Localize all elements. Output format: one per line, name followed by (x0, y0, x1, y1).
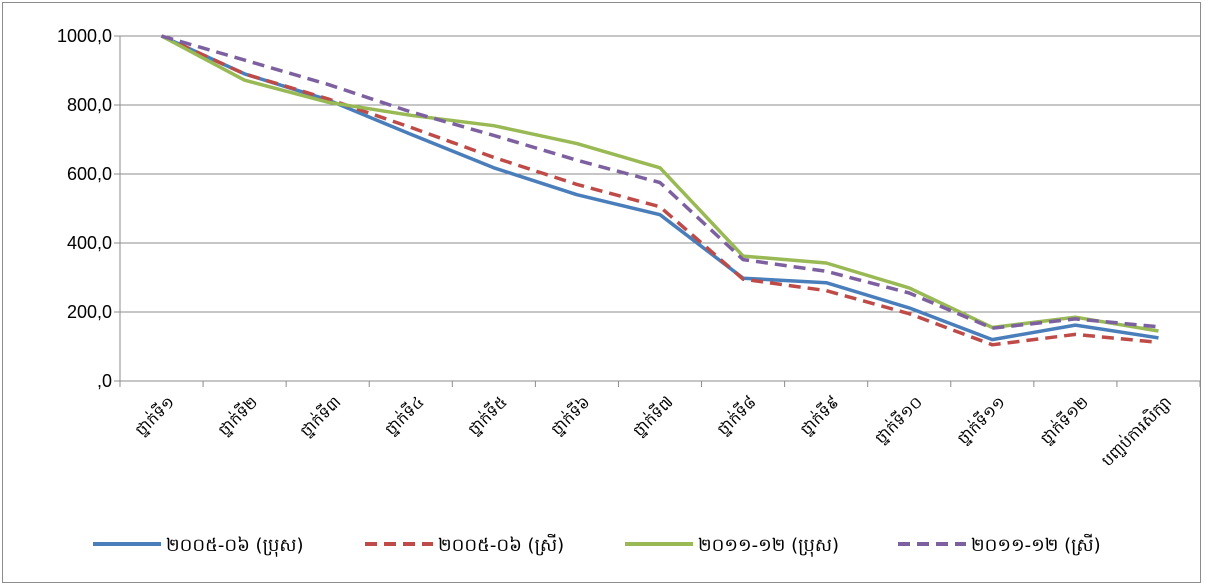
x-tick-label: ថ្នាក់ទី១ (131, 392, 179, 440)
x-tick-label: ថ្នាក់ទី៣ (296, 392, 345, 441)
legend: ២០០៥-០៦ (ប្រុស) ២០០៥-០៦ (ស្រី) ២០១១-១២ (ប្… (93, 533, 1101, 557)
x-tick-labels: ថ្នាក់ទី១ ថ្នាក់ទី២ ថ្នាក់ទី៣ ថ្នាក់ទី៤ ថ្នា… (131, 392, 1176, 470)
x-tick-label: ថ្នាក់ទី១១ (953, 392, 1009, 448)
series-line-4 (161, 34, 1159, 330)
x-tick-label: ថ្នាក់ទី៥ (463, 392, 510, 439)
y-tick-labels: ,0 200,0 400,0 600,0 800,0 1000,0 (57, 26, 112, 391)
y-tick-label: ,0 (97, 371, 112, 391)
y-tick-label: 600,0 (67, 164, 112, 184)
x-tick-label: បញ្ចប់ការសិក្សា (1097, 392, 1175, 470)
x-tick-label: ថ្នាក់ទី៤ (380, 392, 427, 439)
y-tick-label: 1000,0 (57, 26, 112, 46)
series-line-1 (160, 34, 1159, 342)
x-tick-label: ថ្នាក់ទី២ (214, 392, 262, 440)
x-tick-label: ថ្នាក់ទី១២ (1036, 392, 1092, 448)
x-tick-label: ថ្នាក់ទី៦ (546, 392, 593, 439)
y-tick-label: 200,0 (67, 302, 112, 322)
legend-label-1: ២០០៥-០៦ (ប្រុស) (166, 535, 304, 557)
legend-label-3: ២០១១-១២ (ប្រុស) (698, 535, 839, 557)
x-tick-label: ថ្នាក់ទី១០ (870, 392, 926, 448)
series-line-2 (160, 34, 1159, 347)
x-tick-label: ថ្នាក់ទី៩ (796, 392, 843, 439)
x-tick-label: ថ្នាក់ទី៨ (713, 392, 760, 439)
legend-label-2: ២០០៥-០៦ (ស្រី) (438, 533, 564, 556)
series-lines (160, 34, 1159, 347)
y-tick-label: 800,0 (67, 95, 112, 115)
y-tick-label: 400,0 (67, 233, 112, 253)
legend-label-4: ២០១១-១២ (ស្រី) (971, 533, 1101, 556)
grid-lines (120, 35, 1200, 313)
axes (114, 35, 1201, 387)
x-tick-label: ថ្នាក់ទី៧ (628, 392, 677, 441)
